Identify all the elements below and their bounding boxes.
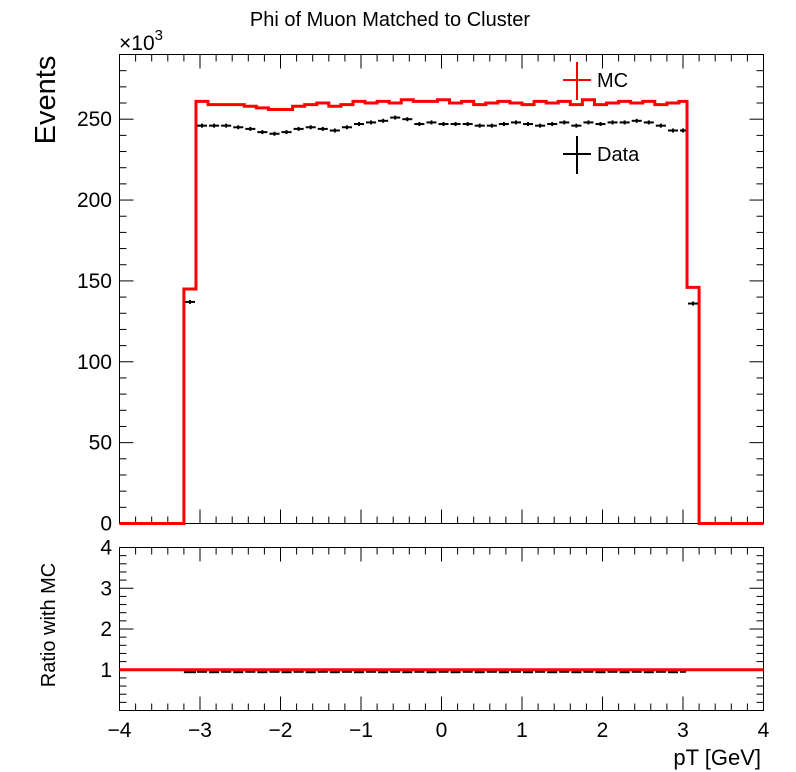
x-tick-label: 1 — [516, 719, 528, 742]
data-point — [571, 123, 582, 128]
x-tick-label: 3 — [677, 719, 689, 742]
data-point — [233, 125, 244, 130]
y-tick-label: 50 — [89, 432, 112, 455]
data-point — [402, 117, 413, 122]
data-point — [595, 122, 606, 127]
data-point — [583, 120, 594, 125]
x-tick-label: −2 — [269, 719, 293, 742]
data-point — [366, 120, 377, 125]
data-point — [498, 122, 509, 127]
data-point — [510, 120, 521, 125]
data-point — [486, 123, 497, 128]
mc-series-line — [119, 98, 764, 525]
data-point — [390, 115, 401, 120]
data-point — [305, 125, 316, 130]
data-point — [196, 123, 208, 128]
data-point — [438, 122, 449, 127]
y-tick-label: 200 — [77, 189, 112, 212]
x-tick-label: −4 — [108, 719, 132, 742]
ratio-y-tick-label: 4 — [100, 537, 112, 560]
x-tick-label: −3 — [188, 719, 212, 742]
x-tick-label: 4 — [758, 719, 770, 742]
x-axis-title: pT [GeV] — [673, 745, 761, 770]
x-tick-label: 2 — [597, 719, 609, 742]
legend: MC Data — [563, 62, 640, 174]
y-tick-label: 150 — [77, 270, 112, 293]
y-tick-label: 0 — [100, 513, 112, 536]
data-point — [462, 122, 473, 127]
data-point — [329, 128, 340, 133]
data-point — [269, 131, 280, 136]
data-point — [426, 120, 437, 125]
data-point — [341, 125, 352, 130]
data-point — [184, 299, 195, 304]
data-point — [378, 118, 389, 123]
data-point — [209, 123, 220, 128]
data-point — [414, 122, 425, 127]
data-point — [535, 123, 546, 128]
chart-title: Phi of Muon Matched to Cluster — [250, 9, 530, 31]
data-point — [631, 118, 642, 123]
ratio-y-axis-title: Ratio with MC — [38, 563, 60, 687]
ratio-panel-ticks: 1 2 3 4 −4 −3 −2 −1 0 1 2 3 4 — [100, 537, 769, 743]
legend-mc-label: MC — [597, 70, 628, 92]
data-point — [281, 130, 292, 135]
data-point — [667, 128, 678, 133]
ratio-lines — [119, 668, 764, 674]
y-axis-title: Events — [30, 56, 62, 145]
data-point — [547, 122, 558, 127]
data-point — [679, 128, 687, 133]
y-axis-multiplier: ×103 — [119, 27, 163, 55]
legend-data-label: Data — [597, 144, 640, 166]
top-panel-ticks: 0 50 100 150 200 250 — [77, 54, 764, 536]
data-point — [293, 126, 304, 131]
ratio-y-tick-label: 1 — [100, 659, 112, 682]
mc-histogram — [119, 98, 764, 525]
data-point — [655, 123, 666, 128]
data-point — [607, 120, 618, 125]
data-points — [184, 115, 699, 306]
data-point — [450, 122, 461, 127]
ratio-y-tick-label: 3 — [100, 577, 112, 600]
y-multiplier-base: ×10 — [119, 32, 155, 55]
data-point — [559, 120, 570, 125]
data-point — [619, 120, 630, 125]
data-point — [245, 126, 256, 131]
y-tick-label: 100 — [77, 351, 112, 374]
data-point — [523, 122, 534, 127]
data-point — [317, 126, 328, 131]
data-point — [257, 130, 268, 135]
data-point — [688, 301, 699, 306]
data-point — [643, 120, 654, 125]
data-point — [221, 123, 232, 128]
data-point — [474, 123, 485, 128]
x-tick-label: 0 — [436, 719, 448, 742]
ratio-y-tick-label: 2 — [100, 618, 112, 641]
ratio-panel-frame — [119, 547, 764, 711]
y-tick-label: 250 — [77, 108, 112, 131]
x-tick-label: −1 — [349, 719, 373, 742]
y-multiplier-exponent: 3 — [155, 27, 163, 44]
data-point — [353, 122, 365, 127]
